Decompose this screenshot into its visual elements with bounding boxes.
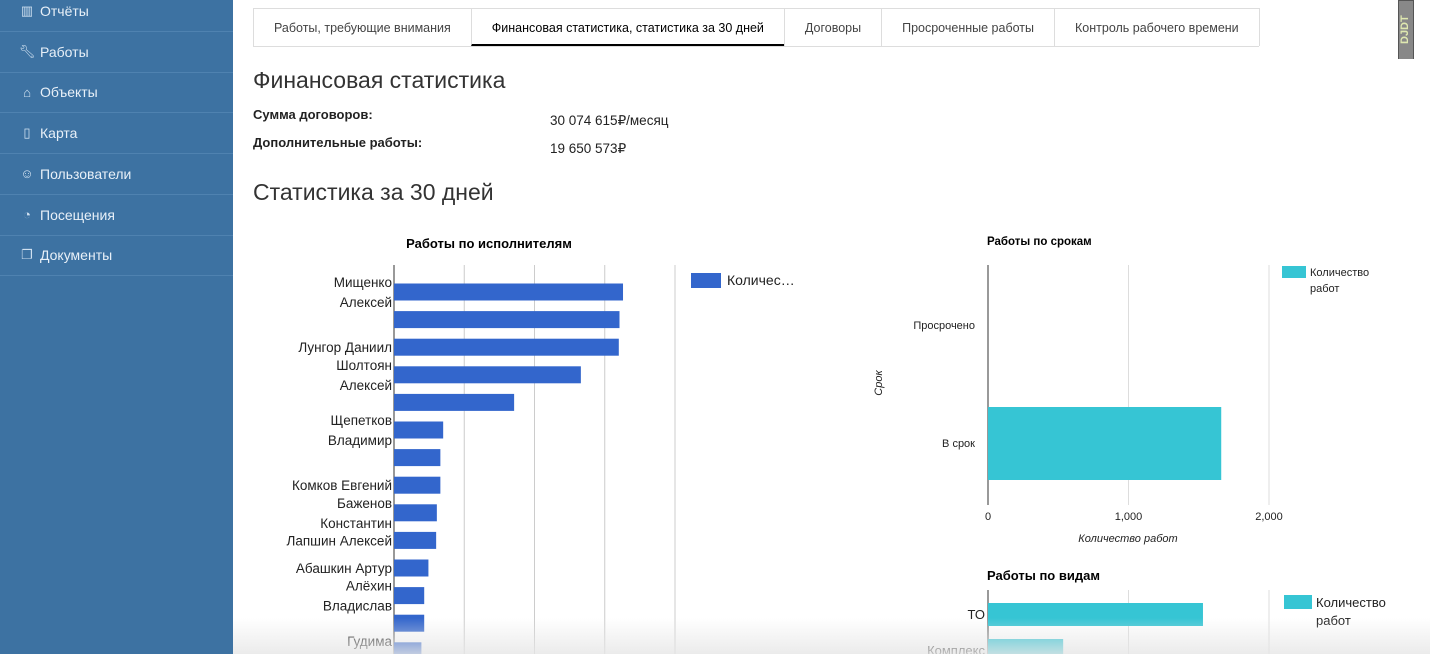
category-label: Просрочено (913, 320, 975, 332)
bar (394, 587, 425, 605)
tab-3[interactable]: Просроченные работы (881, 8, 1055, 46)
tab-1[interactable]: Финансовая статистика, статистика за 30 … (470, 8, 785, 46)
sidebar-item-label: Отчёты (40, 3, 89, 19)
sidebar: ▥ Отчёты 🔧︎ Работы ⌂ Объекты ▯ Карта ☺ Пользовате… (0, 0, 233, 654)
tab-2[interactable]: Договоры (783, 8, 883, 46)
users-icon: ☺ (20, 166, 34, 182)
sidebar-item-0[interactable]: ▥ Отчёты (0, 0, 233, 32)
sidebar-item-label: Документы (40, 247, 113, 264)
bar (394, 338, 619, 356)
legend-label: Количес… (727, 272, 795, 288)
x-axis-label: Количество работ (1078, 533, 1177, 545)
bar (394, 531, 437, 549)
chart-title: Работы по исполнителям (406, 236, 572, 251)
extra-works-value: 19 650 573₽ (550, 141, 627, 156)
bar (988, 407, 1222, 480)
y-axis-label: Срок (873, 370, 885, 396)
bar (394, 421, 444, 439)
sidebar-item-1[interactable]: 🔧︎ Работы (0, 32, 233, 73)
chart-by-deadline: Работы по срокам Просрочено В срок 0 1,000 2,… (873, 236, 1369, 545)
category-label: Абашкин Артур (296, 561, 392, 576)
legend-swatch (1282, 266, 1306, 278)
category-label: Мищенко Алексей (334, 275, 392, 310)
contracts-value: 30 074 615₽/месяц (550, 113, 669, 128)
category-label: Щепетков Владимир (328, 413, 392, 448)
tab-bar: Работы, требующие внимания Финансовая ста… (253, 8, 1260, 47)
documents-icon: ❐ (21, 247, 33, 263)
bar (394, 283, 624, 301)
bar-chart-icon: ▥ (20, 3, 34, 18)
sidebar-item-label: Карта (40, 125, 78, 142)
tick-label: 0 (985, 511, 991, 523)
stats-title: Статистика за 30 дней (253, 179, 494, 205)
chart-by-executor: Работы по исполнителям Мищенко Алексей Лунг… (286, 236, 795, 654)
chart-title: Работы по видам (987, 568, 1100, 583)
category-label: Лунгор Даниил (298, 340, 392, 355)
legend-swatch (1284, 595, 1312, 609)
sidebar-item-label: Посещения (40, 206, 115, 223)
bar (394, 476, 441, 494)
map-icon: ▯ (23, 125, 31, 141)
chart-title: Работы по срокам (987, 236, 1092, 248)
rss-icon: ◔ (23, 207, 31, 222)
category-label: В срок (942, 438, 975, 450)
finance-title: Финансовая статистика (253, 67, 506, 93)
legend-swatch (691, 273, 721, 288)
bar (394, 504, 437, 522)
sidebar-item-3[interactable]: ▯ Карта (0, 113, 233, 155)
category-label: Комков Евгений (292, 478, 392, 493)
category-label: Алёхин Владислав (323, 579, 392, 614)
extra-works-label: Дополнительные работы: (253, 135, 423, 150)
sidebar-item-label: Работы (40, 43, 89, 60)
tick-label: 2,000 (1255, 511, 1283, 523)
wrench-icon: 🔧︎ (18, 43, 36, 59)
tab-0[interactable]: Работы, требующие внимания (253, 8, 472, 46)
bar (394, 449, 441, 467)
category-label: Шолтоян Алексей (336, 358, 392, 393)
sidebar-item-label: Объекты (40, 84, 98, 101)
tick-label: 1,000 (1115, 511, 1143, 523)
sidebar-item-2[interactable]: ⌂ Объекты (0, 72, 233, 114)
debug-toolbar-toggle[interactable]: DJDT (1398, 0, 1414, 59)
bar (394, 366, 581, 384)
bar (394, 559, 429, 577)
sidebar-item-4[interactable]: ☺ Пользователи (0, 154, 233, 195)
category-label: Баженов Константин (320, 496, 392, 531)
tab-4[interactable]: Контроль рабочего времени (1054, 8, 1260, 46)
contracts-label: Сумма договоров: (253, 107, 373, 122)
sidebar-item-5[interactable]: ◔ Посещения (0, 195, 233, 236)
bar (394, 393, 515, 411)
bottom-fade (233, 618, 1430, 654)
bar (394, 311, 620, 329)
home-icon: ⌂ (23, 84, 31, 100)
sidebar-item-label: Пользователи (40, 165, 132, 182)
category-label: Лапшин Алексей (286, 533, 392, 548)
sidebar-item-6[interactable]: ❐ Документы (0, 235, 233, 277)
